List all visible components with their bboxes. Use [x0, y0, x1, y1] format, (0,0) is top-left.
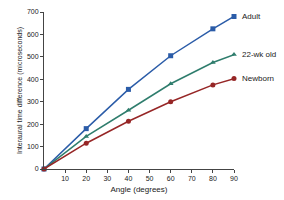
- svg-text:40: 40: [125, 175, 133, 182]
- svg-text:90: 90: [230, 175, 238, 182]
- svg-text:500: 500: [27, 53, 39, 60]
- svg-text:400: 400: [27, 76, 39, 83]
- svg-text:80: 80: [209, 175, 217, 182]
- svg-text:300: 300: [27, 98, 39, 105]
- svg-text:Angle (degrees): Angle (degrees): [111, 185, 168, 194]
- svg-text:0: 0: [35, 165, 39, 172]
- svg-text:10: 10: [61, 175, 69, 182]
- svg-text:20: 20: [82, 175, 90, 182]
- svg-text:600: 600: [27, 31, 39, 38]
- svg-text:50: 50: [146, 175, 154, 182]
- svg-text:Interaural time difference (mi: Interaural time difference (microseconds…: [16, 27, 24, 154]
- svg-text:200: 200: [27, 121, 39, 128]
- svg-text:22-wk old: 22-wk old: [242, 50, 276, 59]
- svg-text:70: 70: [188, 175, 196, 182]
- svg-text:100: 100: [27, 143, 39, 150]
- svg-text:60: 60: [167, 175, 175, 182]
- svg-text:30: 30: [103, 175, 111, 182]
- svg-text:Newborn: Newborn: [242, 74, 274, 83]
- svg-text:Adult: Adult: [242, 12, 261, 21]
- svg-text:700: 700: [27, 8, 39, 15]
